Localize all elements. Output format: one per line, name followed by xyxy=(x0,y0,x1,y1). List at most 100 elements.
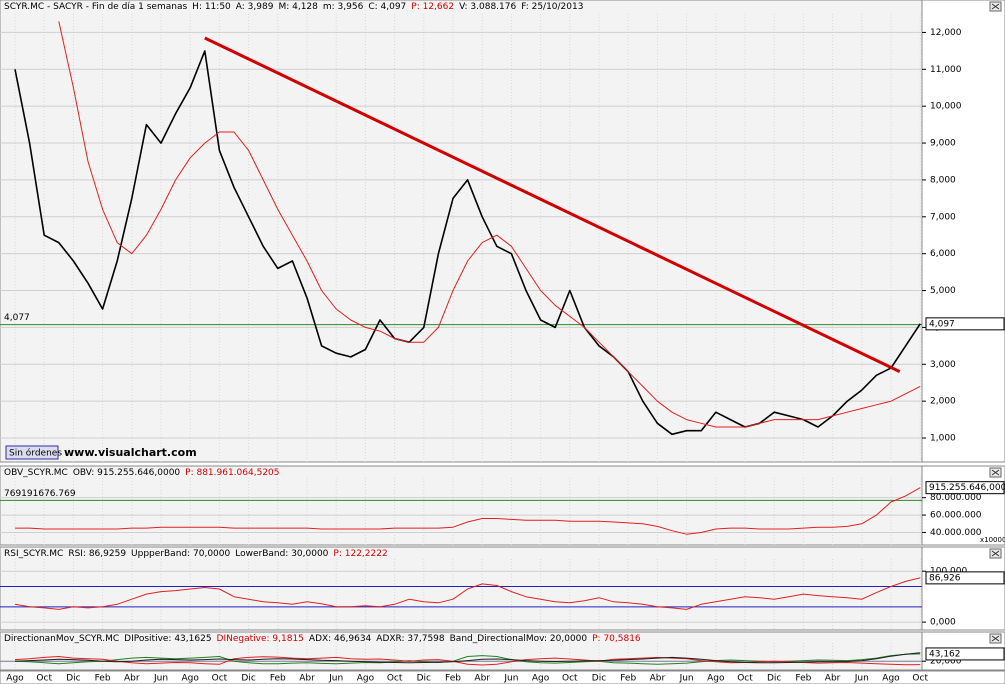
header-field: H: 11:50 xyxy=(192,2,231,12)
indicator-line xyxy=(58,21,921,428)
last-value-box xyxy=(925,647,1005,661)
x-tick-label: Jun xyxy=(679,674,694,684)
x-tick-label: Abr xyxy=(124,674,140,684)
header-field: SCYR.MC - SACYR - Fin de día 1 semanas xyxy=(4,2,187,12)
x-tick-label: Oct xyxy=(737,674,753,684)
last-value-label: 43,162 xyxy=(929,649,961,659)
header-field: ADXR: 37,7598 xyxy=(376,634,445,644)
header-field: P: 122,2222 xyxy=(333,549,387,559)
x-tick-label: Feb xyxy=(95,674,111,684)
x-tick-label: Dic xyxy=(767,674,781,684)
panel-header: OBV_SCYR.MC OBV: 915.255.646,0000 P: 881.9… xyxy=(4,468,280,478)
panel-background xyxy=(0,546,923,631)
x-tick-label: Oct xyxy=(212,674,228,684)
x-tick-label: Abr xyxy=(825,674,841,684)
y-tick-label: 3,000 xyxy=(930,360,956,370)
last-value-label: 4,097 xyxy=(929,319,955,329)
header-field: DIPositive: 43,1625 xyxy=(124,634,211,644)
axis-background xyxy=(921,546,1005,631)
x-tick-label: Oct xyxy=(36,674,52,684)
close-icon xyxy=(991,635,1000,642)
x-tick-label: Jun xyxy=(153,674,168,684)
x-tick-label: Jun xyxy=(503,674,518,684)
header-field: DINegative: 9,1815 xyxy=(217,634,304,644)
y-tick-label: 11,000 xyxy=(930,65,962,75)
last-value-box xyxy=(925,317,1005,331)
header-field: V: 3.088.176 xyxy=(459,2,516,12)
x-tick-label: Ago xyxy=(357,674,375,684)
orders-button-label: Sin órdenes xyxy=(9,448,62,459)
x-tick-label: Dic xyxy=(241,674,255,684)
x-tick-label: Ago xyxy=(6,674,24,684)
header-field: LowerBand: 30,0000 xyxy=(235,549,328,559)
scale-note: x10000 xyxy=(980,536,1005,544)
axis-background xyxy=(921,465,1005,546)
x-tick-label: Feb xyxy=(270,674,286,684)
y-tick-label: 20,000 xyxy=(930,657,962,667)
x-tick-label: Dic xyxy=(66,674,80,684)
header-field: C: 4,097 xyxy=(368,2,406,12)
indicator-line xyxy=(14,656,921,666)
y-tick-label: 60.000.000 xyxy=(930,511,982,521)
header-field: DirectionanMov_SCYR.MC xyxy=(4,634,119,644)
panel-header: RSI_SCYR.MC RSI: 86,9259 UppperBand: 70,00… xyxy=(4,549,388,559)
indicator-line xyxy=(15,487,921,535)
watermark: www.visualchart.com xyxy=(64,446,197,459)
header-field: F: 25/10/2013 xyxy=(521,2,583,12)
y-tick-label: 6,000 xyxy=(930,249,956,259)
x-tick-label: Dic xyxy=(417,674,431,684)
y-tick-label: 1,000 xyxy=(930,434,956,444)
header-field: UppperBand: 70,0000 xyxy=(131,549,230,559)
header-field: OBV: 915.255.646,0000 xyxy=(73,468,181,478)
header-field: M: 4,128 xyxy=(278,2,318,12)
x-tick-label: Abr xyxy=(650,674,666,684)
x-tick-label: Ago xyxy=(532,674,550,684)
x-tick-label: Ago xyxy=(707,674,725,684)
close-icon xyxy=(991,3,1000,10)
panel-background xyxy=(0,0,923,463)
header-field: P: 881.961.064,5205 xyxy=(185,468,279,478)
y-tick-label: 12,000 xyxy=(930,28,962,38)
y-tick-label: 80.000.000 xyxy=(930,493,982,503)
y-tick-label: 9,000 xyxy=(930,139,956,149)
header-field: ADX: 46,9634 xyxy=(309,634,372,644)
x-tick-label: Jun xyxy=(328,674,343,684)
y-tick-label: 2,000 xyxy=(930,397,956,407)
x-tick-label: Dic xyxy=(592,674,606,684)
panel-header: DirectionanMov_SCYR.MC DIPositive: 43,162… xyxy=(4,634,641,644)
header-field: P: 70,5816 xyxy=(592,634,641,644)
y-tick-label: 0,000 xyxy=(930,618,956,628)
x-tick-label: Abr xyxy=(299,674,315,684)
last-value-box xyxy=(925,481,1005,495)
x-tick-label: Oct xyxy=(912,674,928,684)
x-tick-label: Oct xyxy=(562,674,578,684)
last-value-label: 915.255.646,000 xyxy=(929,483,1005,493)
header-field: OBV_SCYR.MC xyxy=(4,468,68,478)
axis-background xyxy=(921,0,1005,463)
close-icon xyxy=(991,469,1000,476)
y-tick-label: 5,000 xyxy=(930,286,956,296)
panel-header: SCYR.MC - SACYR - Fin de día 1 semanas H:… xyxy=(4,2,583,12)
x-axis-background xyxy=(0,670,1005,684)
header-field: Band_DirectionalMov: 20,0000 xyxy=(450,634,588,644)
header-field: RSI: 86,9259 xyxy=(68,549,126,559)
y-tick-label: 7,000 xyxy=(930,212,956,222)
x-tick-label: Feb xyxy=(795,674,811,684)
y-tick-label: 10,000 xyxy=(930,102,962,112)
x-tick-label: Oct xyxy=(387,674,403,684)
level-label: 4,077 xyxy=(4,313,30,323)
orders-button[interactable] xyxy=(5,445,59,460)
x-tick-label: Ago xyxy=(182,674,200,684)
price-line xyxy=(14,50,921,436)
x-tick-label: Feb xyxy=(620,674,636,684)
y-tick-label: 40.000.000 xyxy=(930,528,982,538)
trendline xyxy=(204,36,901,374)
level-label: 769191676.769 xyxy=(4,489,76,499)
last-value-box xyxy=(925,571,1005,585)
x-tick-label: Abr xyxy=(474,674,490,684)
panel-background xyxy=(0,465,923,546)
header-field: P: 12,662 xyxy=(411,2,454,12)
header-field: A: 3,989 xyxy=(236,2,274,12)
last-value-label: 86,926 xyxy=(929,573,961,583)
